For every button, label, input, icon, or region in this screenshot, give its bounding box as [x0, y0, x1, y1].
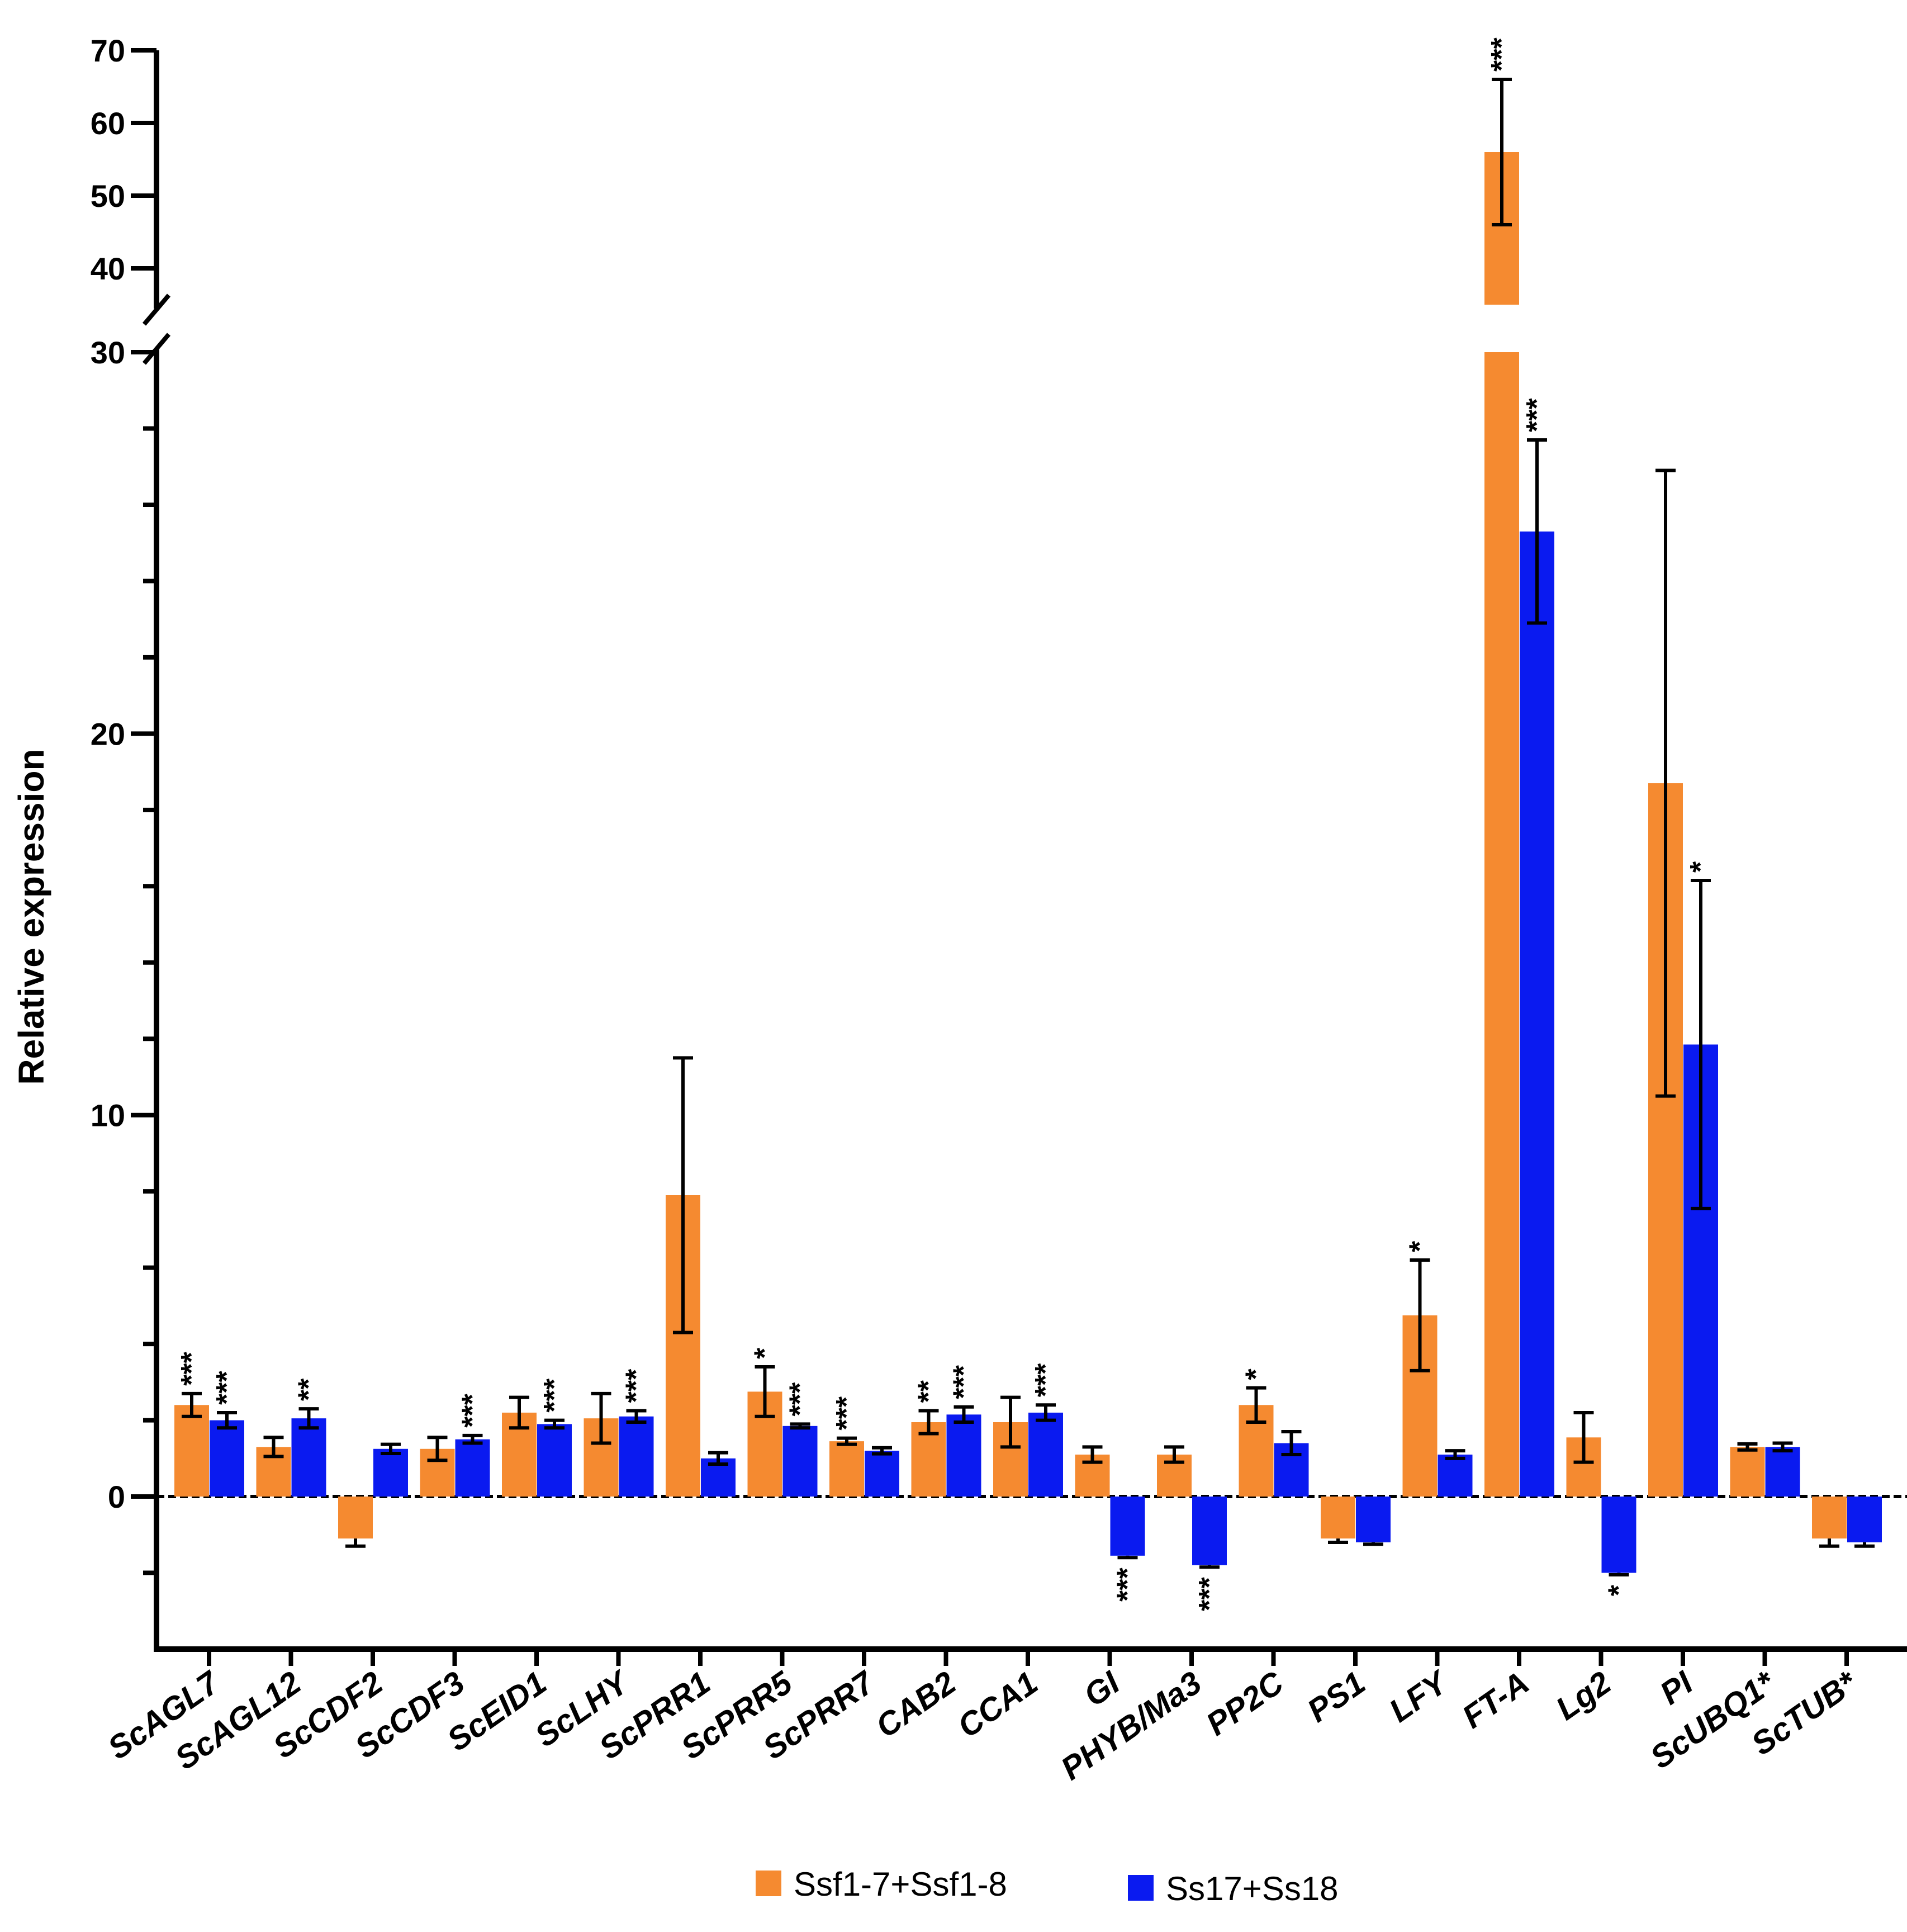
significance-marker: *** — [1193, 1577, 1226, 1611]
significance-marker: *** — [831, 1396, 863, 1430]
y-tick-label: 50 — [91, 178, 125, 214]
error-bars-layer — [182, 78, 1875, 1576]
significance-marker: ** — [293, 1378, 325, 1401]
significance-marker: *** — [1112, 1567, 1144, 1601]
bar — [537, 1424, 572, 1497]
x-tick-label: Lg2 — [1549, 1664, 1617, 1727]
axis-layer: 0 10 20 30 40 50 60 70 — [91, 33, 1907, 1666]
legend-swatch-series-1 — [756, 1871, 781, 1896]
bar — [338, 1497, 373, 1539]
bar — [1601, 1497, 1636, 1573]
x-tick-label: GI — [1078, 1664, 1127, 1713]
y-axis-label: Relative expression — [11, 749, 51, 1085]
bar — [174, 1405, 209, 1497]
x-tick-label: PHYB/Ma3 — [1055, 1664, 1208, 1787]
bar — [1438, 1455, 1473, 1497]
significance-marker: *** — [1486, 37, 1518, 72]
bar — [291, 1418, 326, 1497]
x-tick-label: CAB2 — [869, 1664, 962, 1745]
x-tick-label: LFY — [1383, 1663, 1456, 1729]
bar — [455, 1439, 490, 1497]
axis-break-mark-upper — [142, 293, 171, 326]
y-tick-label: 70 — [91, 33, 125, 68]
bar — [210, 1420, 244, 1497]
legend: Ssf1-7+Ssf1-8 Ss17+Ss18 — [756, 1865, 1339, 1907]
significance-marker: *** — [620, 1368, 653, 1403]
bar — [1765, 1447, 1800, 1497]
bar — [373, 1448, 408, 1497]
bar — [1484, 352, 1519, 1497]
significance-marker: * — [749, 1347, 781, 1359]
significance-marker: *** — [457, 1393, 489, 1427]
y-tick-label: 30 — [91, 335, 125, 370]
bar — [1730, 1447, 1765, 1497]
bar — [829, 1441, 864, 1497]
bars-layer — [174, 152, 1882, 1573]
significance-layer: ****** ***** *** ******* ***** *** ****** *****… — [175, 37, 1717, 1611]
bar — [1520, 531, 1554, 1497]
significance-marker: *** — [948, 1365, 980, 1399]
x-tick-label: PS1 — [1301, 1664, 1372, 1729]
bar — [865, 1451, 899, 1497]
bar — [1321, 1497, 1355, 1539]
bar — [782, 1426, 818, 1497]
bar — [1847, 1497, 1882, 1542]
x-tick-label: CCA1 — [951, 1664, 1045, 1745]
significance-marker: *** — [1521, 397, 1553, 432]
significance-marker: * — [1240, 1368, 1273, 1380]
bar — [946, 1414, 981, 1497]
x-tick-label: PP2C — [1200, 1664, 1291, 1743]
bar — [1028, 1412, 1063, 1497]
bar — [619, 1416, 654, 1497]
bar — [1812, 1497, 1847, 1539]
significance-marker: * — [1685, 861, 1717, 873]
significance-marker: * — [1603, 1584, 1635, 1596]
significance-marker: * — [1404, 1240, 1436, 1252]
significance-marker: *** — [538, 1378, 571, 1412]
axis-break-mark-lower — [142, 333, 171, 365]
bar — [1356, 1497, 1391, 1542]
y-tick-label: 10 — [91, 1098, 125, 1133]
category-labels-layer: ScAGL7ScAGL12ScCDF2ScCDF3ScEID1ScLHYScPR… — [101, 1663, 1864, 1787]
significance-marker: *** — [211, 1370, 243, 1404]
significance-marker: *** — [175, 1351, 208, 1385]
significance-marker: *** — [784, 1382, 817, 1416]
bar — [1192, 1497, 1227, 1565]
legend-label-series-2: Ss17+Ss18 — [1166, 1870, 1339, 1907]
x-tick-label: FT-A — [1456, 1664, 1536, 1735]
y-tick-label: 40 — [91, 251, 125, 286]
legend-swatch-series-2 — [1128, 1875, 1154, 1901]
y-tick-label: 60 — [91, 106, 125, 141]
y-tick-label: 0 — [108, 1479, 125, 1514]
x-tick-label: PI — [1653, 1664, 1700, 1712]
y-tick-label: 20 — [91, 716, 125, 751]
significance-marker: ** — [913, 1380, 945, 1403]
legend-label-series-1: Ssf1-7+Ssf1-8 — [794, 1865, 1007, 1903]
bar — [1110, 1497, 1145, 1556]
significance-marker: *** — [1030, 1363, 1062, 1397]
